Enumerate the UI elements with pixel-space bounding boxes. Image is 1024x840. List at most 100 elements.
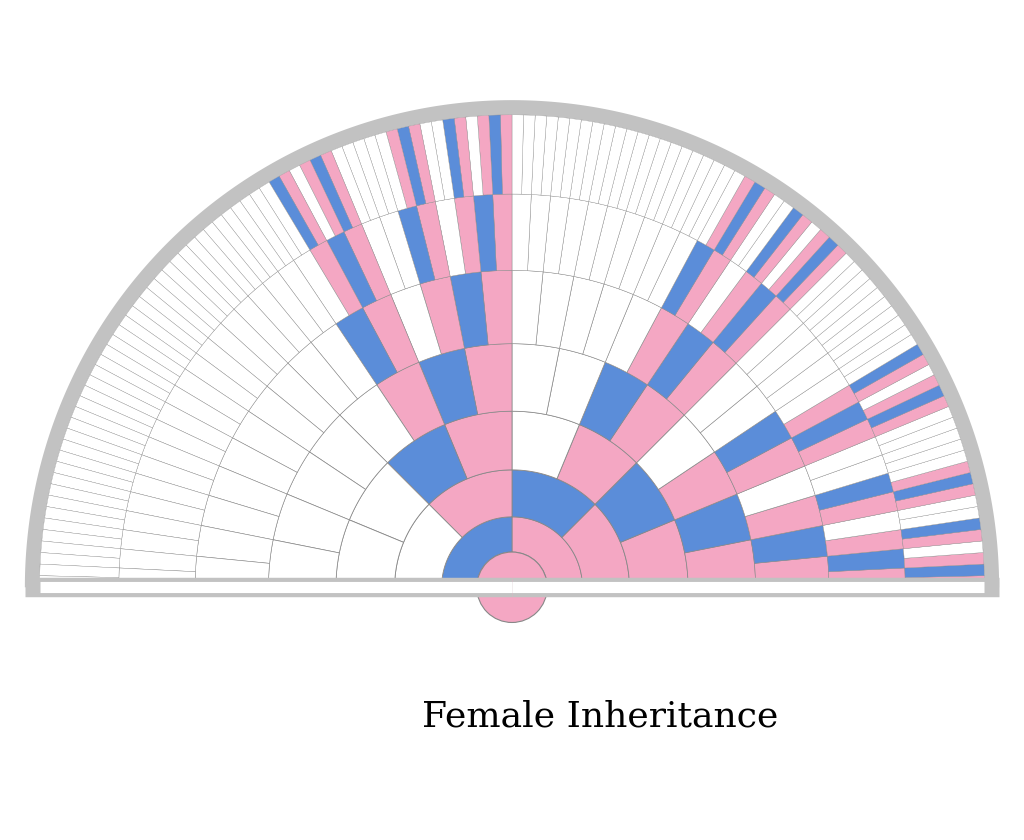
Polygon shape [512,270,543,345]
Polygon shape [113,325,185,377]
Polygon shape [589,123,615,203]
Polygon shape [309,415,387,490]
Polygon shape [776,237,838,302]
Polygon shape [627,307,688,385]
Polygon shape [736,309,804,375]
Polygon shape [512,412,580,479]
Polygon shape [827,306,898,361]
Polygon shape [136,454,214,496]
Polygon shape [141,437,219,480]
Polygon shape [386,129,417,208]
Polygon shape [342,143,380,220]
Polygon shape [849,344,923,393]
Polygon shape [68,417,145,454]
Polygon shape [126,306,197,361]
Polygon shape [442,118,464,198]
Polygon shape [95,354,170,402]
Polygon shape [863,375,939,419]
Polygon shape [375,132,408,211]
Polygon shape [362,295,419,372]
Polygon shape [195,229,255,296]
Polygon shape [512,194,531,270]
Polygon shape [610,385,684,463]
Text: Female Inheritance: Female Inheritance [422,700,778,733]
Polygon shape [165,385,241,438]
Polygon shape [444,412,512,479]
Polygon shape [40,575,119,587]
Polygon shape [828,568,905,587]
Polygon shape [512,517,583,587]
Polygon shape [762,222,820,290]
Polygon shape [621,520,688,587]
Polygon shape [280,171,327,245]
Polygon shape [822,297,892,353]
Polygon shape [364,135,398,214]
Polygon shape [344,224,391,301]
Polygon shape [714,182,765,255]
Polygon shape [605,295,662,372]
Polygon shape [45,507,125,529]
Polygon shape [46,495,126,520]
Polygon shape [685,540,756,587]
Polygon shape [250,188,302,260]
Polygon shape [633,224,680,301]
Polygon shape [248,283,311,353]
Polygon shape [905,575,984,587]
Polygon shape [380,211,420,289]
Polygon shape [727,438,805,494]
Polygon shape [132,297,202,353]
Polygon shape [455,117,473,197]
Polygon shape [531,115,547,195]
Polygon shape [557,424,637,504]
Polygon shape [663,150,703,228]
Polygon shape [197,526,273,564]
Polygon shape [647,323,713,399]
Polygon shape [119,568,196,587]
Polygon shape [583,284,633,362]
Polygon shape [521,115,536,195]
Polygon shape [675,494,751,553]
Polygon shape [429,470,512,538]
Polygon shape [126,491,205,526]
Polygon shape [431,120,455,200]
Polygon shape [512,470,595,538]
Polygon shape [311,323,377,399]
Polygon shape [883,428,961,464]
Polygon shape [51,472,130,501]
Polygon shape [896,484,976,511]
Polygon shape [536,272,573,349]
Polygon shape [148,419,225,466]
Polygon shape [543,196,569,274]
Polygon shape [775,369,849,424]
Polygon shape [290,165,335,240]
Polygon shape [754,215,812,283]
Polygon shape [767,353,839,412]
Polygon shape [839,325,911,377]
Polygon shape [688,260,746,333]
Polygon shape [819,491,898,526]
Polygon shape [232,412,309,472]
Polygon shape [823,511,901,541]
Polygon shape [170,253,233,316]
Polygon shape [185,353,257,412]
Polygon shape [146,279,214,338]
Polygon shape [195,556,269,587]
Polygon shape [662,240,714,316]
Polygon shape [886,439,965,473]
Polygon shape [121,529,199,556]
Polygon shape [598,126,627,206]
Polygon shape [212,215,270,283]
Polygon shape [201,496,279,540]
Polygon shape [420,276,465,354]
Polygon shape [219,438,297,494]
Polygon shape [737,466,815,517]
Polygon shape [349,463,429,543]
Polygon shape [441,517,512,587]
Polygon shape [209,466,287,517]
Polygon shape [745,496,823,540]
Polygon shape [43,518,123,539]
Polygon shape [867,386,944,428]
Polygon shape [573,202,607,280]
Polygon shape [155,270,220,330]
Polygon shape [805,437,883,480]
